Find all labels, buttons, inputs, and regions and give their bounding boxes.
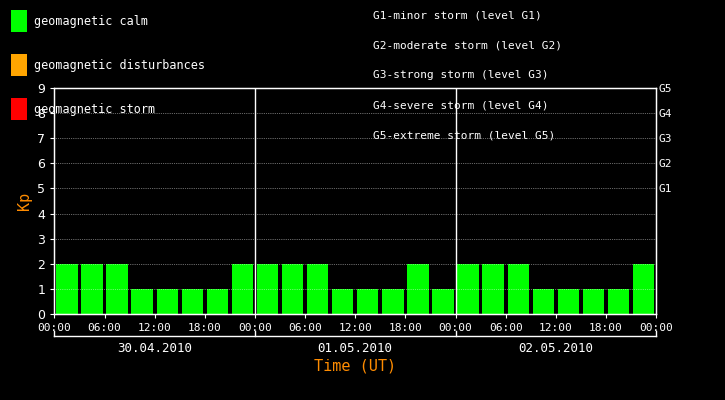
Text: Time (UT): Time (UT) xyxy=(314,358,397,374)
Text: geomagnetic disturbances: geomagnetic disturbances xyxy=(34,58,205,72)
Bar xyxy=(107,264,128,314)
Bar xyxy=(382,289,404,314)
Bar xyxy=(307,264,328,314)
Bar xyxy=(432,289,454,314)
Bar xyxy=(207,289,228,314)
Y-axis label: Kp: Kp xyxy=(17,192,32,210)
Text: G3-strong storm (level G3): G3-strong storm (level G3) xyxy=(373,70,549,80)
Bar xyxy=(457,264,479,314)
Bar xyxy=(357,289,378,314)
Text: G4-severe storm (level G4): G4-severe storm (level G4) xyxy=(373,100,549,110)
Text: geomagnetic calm: geomagnetic calm xyxy=(34,14,148,28)
Text: G5-extreme storm (level G5): G5-extreme storm (level G5) xyxy=(373,130,555,140)
Text: 02.05.2010: 02.05.2010 xyxy=(518,342,593,354)
Bar xyxy=(182,289,203,314)
Bar xyxy=(558,289,579,314)
Bar xyxy=(57,264,78,314)
Bar xyxy=(157,289,178,314)
Bar xyxy=(232,264,253,314)
Bar xyxy=(257,264,278,314)
Text: G1-minor storm (level G1): G1-minor storm (level G1) xyxy=(373,10,542,20)
Bar xyxy=(282,264,303,314)
Bar xyxy=(407,264,428,314)
Bar xyxy=(507,264,529,314)
Bar xyxy=(583,289,604,314)
Bar xyxy=(81,264,103,314)
Text: 01.05.2010: 01.05.2010 xyxy=(318,342,393,354)
Bar xyxy=(332,289,353,314)
Bar xyxy=(483,264,504,314)
Text: G2-moderate storm (level G2): G2-moderate storm (level G2) xyxy=(373,40,563,50)
Bar xyxy=(608,289,629,314)
Bar xyxy=(533,289,554,314)
Bar xyxy=(633,264,654,314)
Text: geomagnetic storm: geomagnetic storm xyxy=(34,102,155,116)
Bar xyxy=(131,289,153,314)
Text: 30.04.2010: 30.04.2010 xyxy=(117,342,192,354)
